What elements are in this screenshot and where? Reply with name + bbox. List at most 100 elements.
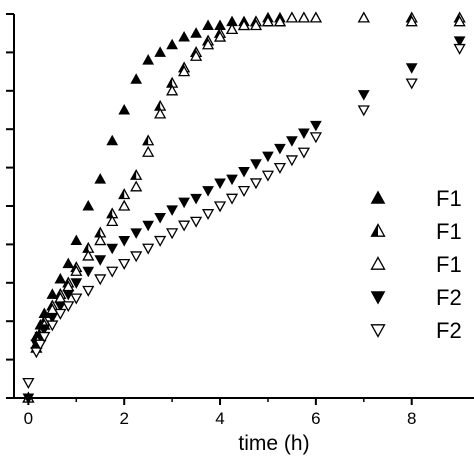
data-point [213, 201, 227, 213]
data-point [82, 266, 95, 278]
data-point [249, 19, 263, 31]
data-point [249, 178, 263, 190]
data-point [297, 147, 311, 159]
plot-area: 0 2 4 6 8 [6, 11, 474, 428]
data-point [202, 19, 214, 31]
data-point [226, 174, 238, 186]
data-point [201, 209, 215, 221]
series-4 [22, 36, 466, 405]
legend-item: F1 [370, 252, 462, 277]
legend-marker [370, 291, 386, 305]
data-point [166, 38, 178, 50]
data-point [262, 151, 274, 163]
x-tick-label: 8 [407, 409, 416, 428]
data-point [118, 236, 131, 247]
data-point [130, 180, 143, 192]
data-point [106, 134, 119, 146]
data-point [34, 339, 47, 351]
legend-label: F2 [436, 285, 462, 310]
data-point [225, 23, 239, 35]
data-point [54, 308, 67, 320]
data-point [22, 377, 35, 389]
data-point [70, 264, 83, 276]
data-point [309, 132, 322, 144]
data-point [273, 162, 287, 174]
legend-marker [370, 190, 386, 204]
data-point [201, 38, 215, 50]
data-point [357, 105, 370, 117]
legend-marker [370, 223, 386, 237]
legend-item: F1 [370, 186, 462, 211]
data-point [154, 235, 167, 247]
data-point [250, 159, 262, 170]
data-point [310, 120, 322, 132]
data-point [82, 285, 95, 297]
data-point [225, 193, 239, 205]
data-point [106, 266, 119, 278]
data-point [30, 347, 43, 359]
data-point [94, 173, 107, 184]
data-point [453, 43, 466, 55]
data-point [46, 312, 59, 324]
legend-item: F2 [370, 285, 462, 310]
legend-label: F1 [436, 219, 462, 244]
data-point [237, 19, 251, 31]
legend-item: F1 [370, 219, 462, 244]
data-point [166, 205, 178, 216]
data-point [130, 251, 143, 263]
series-1 [22, 11, 466, 403]
data-point [405, 63, 418, 74]
legend-marker [370, 256, 386, 270]
x-tick-label: 6 [311, 409, 320, 428]
data-point [82, 249, 95, 261]
data-point [142, 243, 155, 255]
data-point [106, 215, 119, 227]
data-point [238, 166, 250, 178]
legend: F1 F1 F1 F2 F2 [370, 186, 462, 343]
data-point [453, 36, 466, 47]
data-point [405, 15, 418, 27]
data-point [166, 84, 179, 96]
data-point [130, 168, 143, 180]
data-point [70, 278, 83, 289]
data-point [202, 186, 214, 197]
data-point [94, 274, 107, 286]
data-point [118, 103, 131, 115]
data-point [166, 228, 179, 240]
legend-label: F1 [436, 186, 462, 211]
data-point [178, 31, 190, 42]
data-point [46, 288, 59, 299]
data-point [309, 11, 322, 23]
x-ticks: 0 2 4 6 8 [24, 398, 416, 428]
y-ticks [6, 13, 14, 399]
data-point [285, 11, 299, 23]
data-point [177, 220, 191, 232]
legend-label: F1 [436, 252, 462, 277]
data-point [357, 11, 370, 23]
data-point [154, 107, 167, 119]
data-point [189, 49, 203, 61]
data-point [142, 54, 155, 65]
data-point [118, 199, 131, 211]
data-point [261, 170, 275, 182]
data-point [154, 46, 166, 57]
legend-item: F2 [370, 318, 462, 343]
data-markers [22, 11, 466, 405]
series-5 [22, 43, 466, 389]
data-point [62, 301, 75, 313]
data-point [130, 73, 143, 84]
data-point [213, 30, 227, 42]
data-point [405, 78, 418, 90]
data-point [142, 220, 155, 232]
data-point [189, 216, 203, 228]
data-point [357, 90, 370, 101]
data-point [70, 293, 83, 305]
data-point [261, 15, 275, 27]
data-point [453, 15, 466, 27]
x-tick-label: 4 [215, 409, 224, 428]
data-point [237, 185, 251, 197]
data-point [118, 188, 131, 200]
data-point [178, 197, 190, 209]
data-point [273, 15, 287, 27]
